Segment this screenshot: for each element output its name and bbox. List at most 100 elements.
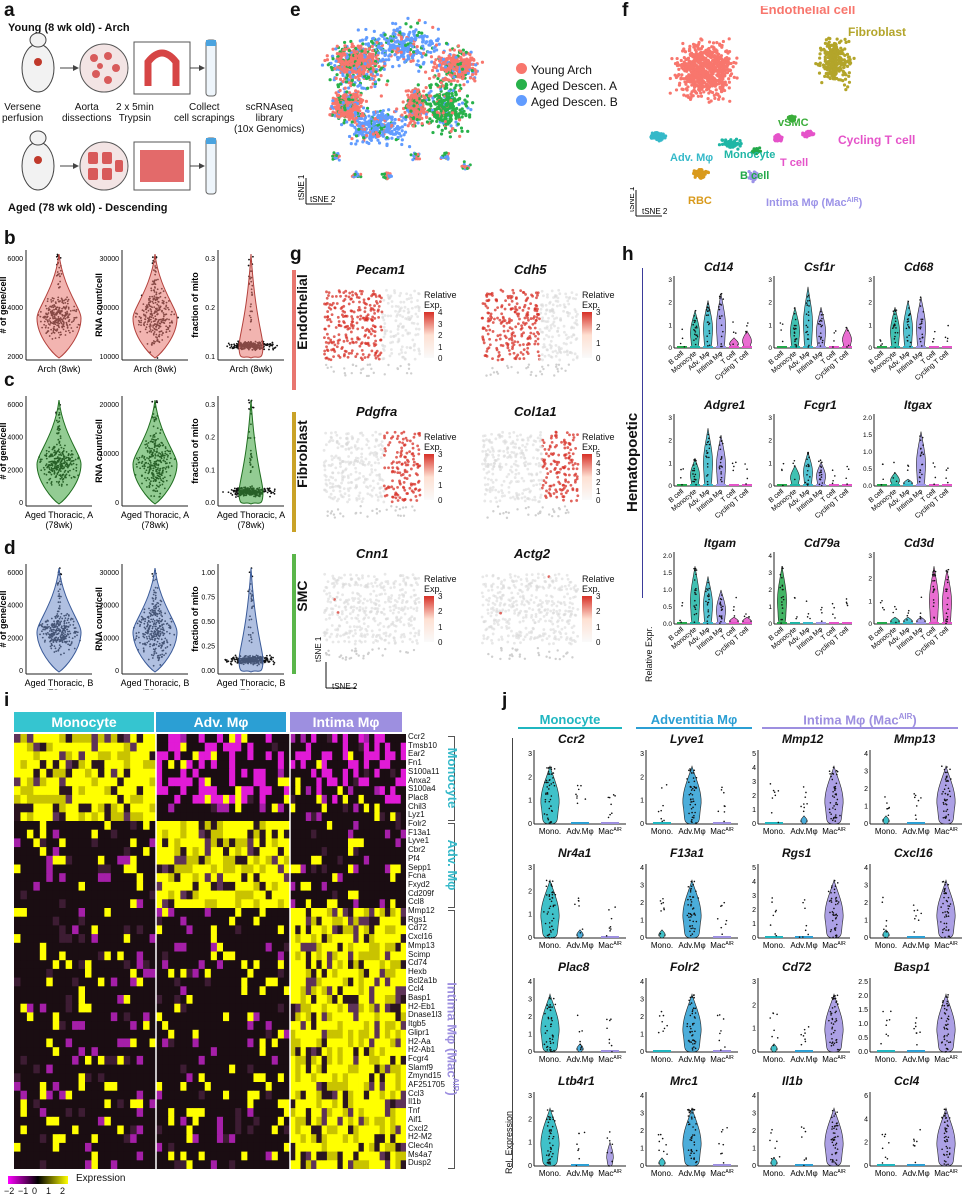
qc-point <box>267 660 270 663</box>
workflow-step-labels: Versene perfusion Aorta dissections 2 x 5m… <box>0 102 305 142</box>
tsne-point <box>396 135 400 139</box>
tsne-point <box>351 106 355 111</box>
tsne-point <box>397 64 401 68</box>
tsne-point <box>367 65 371 69</box>
tsne-point <box>472 58 476 62</box>
qc-point <box>225 659 228 661</box>
tsne-point <box>404 43 408 48</box>
tsne-point <box>357 106 361 110</box>
tsne-point <box>401 55 406 59</box>
tsne-point <box>365 36 369 40</box>
tsne-point <box>354 107 358 111</box>
tsne-point <box>449 57 453 61</box>
qc-point <box>268 343 271 345</box>
tsne-point <box>347 59 352 64</box>
tsne-point <box>348 70 352 74</box>
tsne-point <box>463 98 467 102</box>
tsne-point <box>467 60 471 64</box>
qc-point <box>228 343 231 346</box>
qc-point <box>237 340 240 343</box>
qc-point <box>227 660 230 663</box>
qc-point <box>235 496 237 498</box>
tsne-point <box>371 41 375 45</box>
qc-point <box>269 658 272 661</box>
tsne-point <box>409 59 413 63</box>
tsne-point <box>367 119 371 123</box>
tsne-point <box>365 76 369 81</box>
tsne-point <box>460 115 464 119</box>
qc-violin <box>132 567 178 673</box>
tsne-point <box>439 103 443 107</box>
tsne-point <box>416 59 420 63</box>
tsne-point <box>445 104 449 108</box>
tsne-point <box>408 30 412 34</box>
tsne-point <box>392 31 396 35</box>
tsne-point <box>351 44 355 49</box>
tsne-point <box>395 107 399 111</box>
tsne-point <box>457 70 462 74</box>
tsne-point <box>373 84 377 89</box>
tsne-point <box>400 125 404 129</box>
tsne-point <box>390 136 394 140</box>
y-tick-label: 6000 <box>7 256 23 263</box>
tsne-point <box>454 113 458 117</box>
qc-point <box>236 658 239 661</box>
tsne-point <box>393 117 397 122</box>
qc-point <box>226 345 229 348</box>
tsne-point <box>357 77 361 81</box>
qc-point <box>232 347 235 350</box>
tsne-point <box>361 140 365 144</box>
tsne-point <box>400 113 404 117</box>
tsne-point <box>372 110 376 115</box>
tsne-point <box>336 93 341 97</box>
tsne-point <box>439 109 443 113</box>
tsne-point <box>447 62 451 66</box>
tsne-point <box>458 96 462 101</box>
tsne-point <box>435 48 439 52</box>
tsne-point <box>431 130 435 135</box>
tsne-point <box>342 65 346 69</box>
tsne-point <box>449 124 453 128</box>
tsne-point <box>375 134 380 139</box>
tsne-point <box>335 73 339 77</box>
tsne-point <box>411 50 416 54</box>
y-axis-label: fraction of mito <box>190 586 200 652</box>
qc-point <box>227 342 230 345</box>
tsne-point <box>358 74 362 78</box>
tsne-point <box>345 90 349 94</box>
tsne-point <box>371 36 376 40</box>
tsne-point <box>419 65 423 69</box>
tsne-point <box>392 28 396 32</box>
tsne-point <box>342 93 346 98</box>
tsne-point <box>351 117 355 121</box>
workflow-step-label: Versene perfusion <box>2 102 44 124</box>
tsne-point <box>457 73 461 77</box>
tsne-point <box>432 46 436 50</box>
tsne-point <box>377 64 381 69</box>
tsne-point <box>428 94 432 98</box>
tsne-point <box>345 120 349 124</box>
tsne-point <box>361 86 366 90</box>
tsne-point <box>449 117 453 122</box>
tsne-point <box>417 69 421 73</box>
qc-point <box>271 341 274 344</box>
tsne-point <box>446 120 450 124</box>
tsne-point <box>443 78 447 82</box>
y-axis-label: RNA count/cell <box>94 419 104 483</box>
y-tick-label: 4000 <box>7 435 23 442</box>
tsne-point <box>357 70 361 74</box>
tsne-point <box>457 102 461 107</box>
tsne-point <box>430 60 434 64</box>
tsne-point <box>338 52 342 56</box>
qc-outlier-point <box>155 400 158 402</box>
tsne-point <box>415 45 419 49</box>
tsne-point <box>435 119 439 124</box>
tsne-point <box>344 76 349 80</box>
tsne-point <box>373 117 377 121</box>
tsne-point <box>380 51 384 55</box>
qc-outlier-point <box>151 256 154 259</box>
tsne-point <box>428 83 432 88</box>
tsne-point <box>354 134 359 138</box>
tsne-point <box>350 120 354 124</box>
tsne-point <box>452 78 456 82</box>
